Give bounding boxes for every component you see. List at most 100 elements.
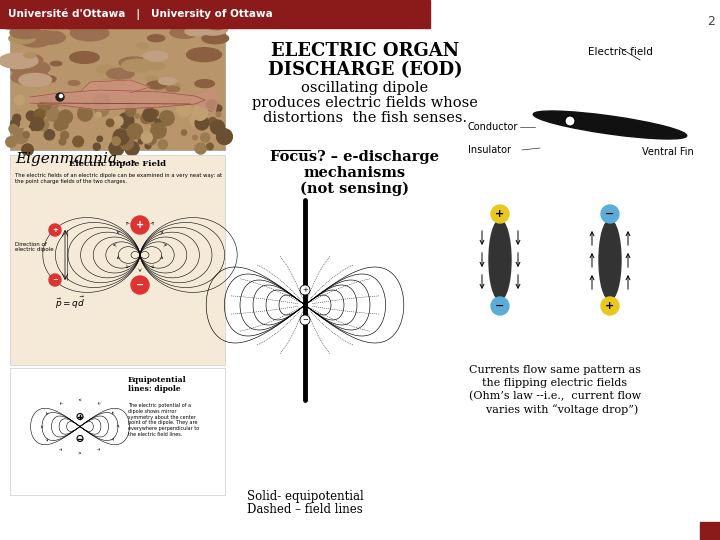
Circle shape xyxy=(131,216,149,234)
Text: The electric potential of a
dipole shows mirror
symmetry about the center
point : The electric potential of a dipole shows… xyxy=(128,403,199,437)
Circle shape xyxy=(9,124,18,133)
Ellipse shape xyxy=(24,53,35,58)
Ellipse shape xyxy=(0,53,38,69)
Circle shape xyxy=(94,143,100,150)
Circle shape xyxy=(158,140,168,149)
Circle shape xyxy=(210,120,225,134)
Ellipse shape xyxy=(166,86,180,92)
Ellipse shape xyxy=(143,51,168,61)
Ellipse shape xyxy=(39,17,73,30)
Circle shape xyxy=(152,110,158,117)
Circle shape xyxy=(60,94,63,98)
Circle shape xyxy=(135,114,139,118)
Text: −: − xyxy=(136,280,144,290)
Circle shape xyxy=(217,129,233,145)
Circle shape xyxy=(49,224,61,236)
Circle shape xyxy=(149,119,154,124)
Ellipse shape xyxy=(534,111,687,139)
Text: +: + xyxy=(136,220,144,230)
Circle shape xyxy=(15,130,24,138)
Circle shape xyxy=(109,141,124,156)
Ellipse shape xyxy=(137,43,148,48)
Text: −: − xyxy=(495,301,505,311)
Circle shape xyxy=(85,94,99,109)
Text: Dashed – field lines: Dashed – field lines xyxy=(247,503,363,516)
Circle shape xyxy=(45,107,54,117)
Ellipse shape xyxy=(9,33,35,44)
Circle shape xyxy=(141,132,153,143)
Circle shape xyxy=(94,102,109,116)
Circle shape xyxy=(120,136,133,150)
Circle shape xyxy=(300,285,310,295)
Circle shape xyxy=(60,122,68,129)
Bar xyxy=(10,155,225,365)
Ellipse shape xyxy=(71,25,109,41)
Ellipse shape xyxy=(148,63,166,70)
Text: mechanisms: mechanisms xyxy=(304,166,406,180)
Ellipse shape xyxy=(99,78,125,88)
Ellipse shape xyxy=(38,76,56,83)
Circle shape xyxy=(77,414,83,420)
Text: +: + xyxy=(495,209,505,219)
Text: the flipping electric fields: the flipping electric fields xyxy=(482,378,628,388)
Circle shape xyxy=(23,130,29,135)
Text: Eigenmannia....: Eigenmannia.... xyxy=(15,152,137,166)
Circle shape xyxy=(11,119,19,128)
Circle shape xyxy=(73,136,84,147)
Circle shape xyxy=(160,111,174,125)
Ellipse shape xyxy=(1,19,26,30)
Ellipse shape xyxy=(209,23,225,30)
Polygon shape xyxy=(30,90,205,110)
Circle shape xyxy=(38,97,52,110)
Circle shape xyxy=(36,118,48,131)
Ellipse shape xyxy=(489,220,511,300)
Text: Electric field: Electric field xyxy=(588,47,652,57)
Circle shape xyxy=(48,97,59,109)
Text: 2: 2 xyxy=(707,15,715,28)
Text: Currents flow same pattern as: Currents flow same pattern as xyxy=(469,365,641,375)
Text: Electric Dipole Field: Electric Dipole Field xyxy=(69,160,166,168)
Bar xyxy=(700,522,720,540)
Ellipse shape xyxy=(153,81,181,92)
Text: Solid- equipotential: Solid- equipotential xyxy=(247,490,364,503)
Circle shape xyxy=(46,107,60,121)
Circle shape xyxy=(96,112,102,118)
Ellipse shape xyxy=(10,26,41,39)
Circle shape xyxy=(195,116,209,130)
Circle shape xyxy=(84,96,97,109)
Circle shape xyxy=(127,103,133,109)
Text: Direction of
electric dipole: Direction of electric dipole xyxy=(15,241,53,252)
Circle shape xyxy=(24,128,31,135)
Circle shape xyxy=(113,129,129,145)
Ellipse shape xyxy=(31,31,66,44)
Circle shape xyxy=(192,105,207,120)
Ellipse shape xyxy=(148,35,165,42)
Circle shape xyxy=(6,137,17,147)
Circle shape xyxy=(112,137,120,145)
Circle shape xyxy=(144,132,156,145)
Circle shape xyxy=(131,276,149,294)
Text: (not sensing): (not sensing) xyxy=(300,182,410,197)
Bar xyxy=(10,20,225,150)
Circle shape xyxy=(152,119,161,128)
Circle shape xyxy=(142,131,146,136)
Circle shape xyxy=(30,124,36,131)
Ellipse shape xyxy=(12,70,49,85)
Ellipse shape xyxy=(158,78,176,85)
Circle shape xyxy=(87,96,97,106)
Circle shape xyxy=(136,125,141,130)
Circle shape xyxy=(217,136,222,141)
Circle shape xyxy=(45,130,55,140)
Circle shape xyxy=(195,143,206,154)
Text: (Ohm’s law --i.e.,  current flow: (Ohm’s law --i.e., current flow xyxy=(469,391,641,401)
Ellipse shape xyxy=(185,27,208,36)
Ellipse shape xyxy=(70,52,99,63)
Circle shape xyxy=(59,138,66,145)
Bar xyxy=(10,368,225,495)
Text: Insulator: Insulator xyxy=(468,145,511,155)
Circle shape xyxy=(145,143,151,148)
Circle shape xyxy=(181,130,186,135)
Circle shape xyxy=(118,113,134,129)
Ellipse shape xyxy=(19,73,52,86)
Circle shape xyxy=(49,274,61,286)
